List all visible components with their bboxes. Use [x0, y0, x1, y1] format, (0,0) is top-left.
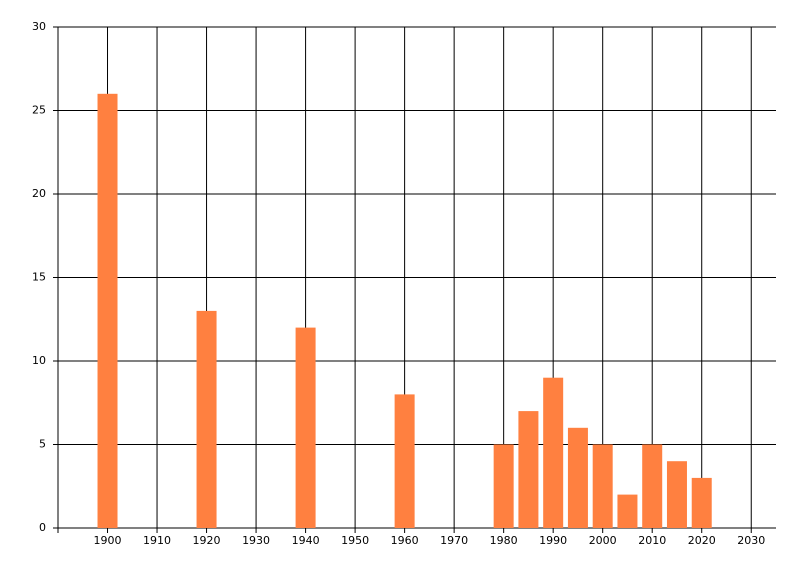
x-tick-label: 2010	[638, 534, 666, 547]
y-tick-label: 20	[32, 187, 46, 200]
x-tick-label: 2000	[589, 534, 617, 547]
bar	[617, 494, 638, 528]
bar	[642, 444, 663, 528]
x-tick-label: 1980	[490, 534, 518, 547]
bar	[691, 477, 712, 528]
x-tick-label: 1940	[292, 534, 320, 547]
x-tick-label: 1970	[440, 534, 468, 547]
y-tick-label: 15	[32, 271, 46, 284]
y-tick-label: 10	[32, 354, 46, 367]
x-tick-label: 1950	[341, 534, 369, 547]
x-tick-label: 1930	[242, 534, 270, 547]
bar	[295, 327, 316, 528]
bar	[666, 461, 687, 528]
x-tick-label: 1900	[94, 534, 122, 547]
bar	[493, 444, 514, 528]
bar	[543, 377, 564, 528]
bar	[97, 93, 118, 529]
y-tick-label: 5	[39, 438, 46, 451]
bar	[196, 310, 217, 528]
bar	[567, 427, 588, 528]
x-tick-label: 1910	[143, 534, 171, 547]
x-tick-label: 1960	[391, 534, 419, 547]
x-tick-label: 2030	[737, 534, 765, 547]
x-tick-label: 2020	[688, 534, 716, 547]
bar	[592, 444, 613, 528]
y-tick-label: 30	[32, 20, 46, 33]
bar	[518, 411, 539, 528]
y-tick-label: 25	[32, 104, 46, 117]
y-tick-label: 0	[39, 521, 46, 534]
x-tick-label: 1990	[539, 534, 567, 547]
x-tick-label: 1920	[193, 534, 221, 547]
bar	[394, 394, 415, 528]
